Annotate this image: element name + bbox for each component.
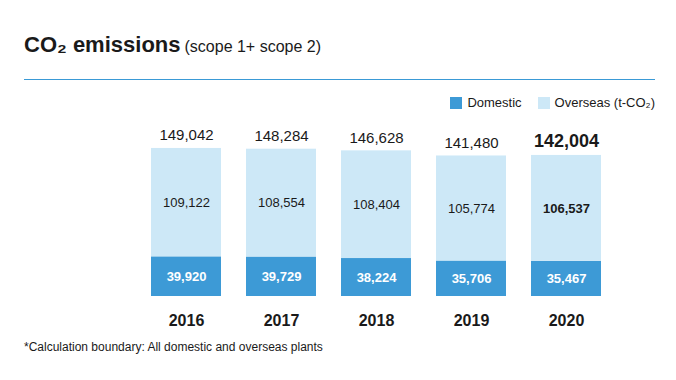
svg-text:35,467: 35,467 [547, 271, 587, 286]
html-text:CO₂ emissions(scope 1+ scope 2: CO₂ emissions(scope 1+ scope 2) [24, 32, 321, 57]
svg-text:2016: 2016 [169, 312, 205, 329]
svg-text:146,628: 146,628 [349, 129, 403, 146]
svg-text:35,706: 35,706 [452, 271, 492, 286]
svg-text:106,537: 106,537 [543, 201, 590, 216]
svg-text:2020: 2020 [549, 312, 585, 329]
svg-text:39,920: 39,920 [167, 269, 207, 284]
svg-text:109,122: 109,122 [163, 195, 210, 210]
svg-text:148,284: 148,284 [254, 127, 308, 144]
html-text:Overseas (t-CO₂): Overseas (t-CO₂) [554, 95, 655, 110]
html-text:*Calculation boundary: All dom: *Calculation boundary: All domestic and … [24, 340, 323, 354]
svg-text:108,554: 108,554 [258, 195, 305, 210]
svg-text:2018: 2018 [359, 312, 395, 329]
svg-text:108,404: 108,404 [353, 197, 400, 212]
svg-text:149,042: 149,042 [159, 126, 213, 143]
svg-text:39,729: 39,729 [262, 269, 302, 284]
svg-text:105,774: 105,774 [448, 201, 495, 216]
svg-text:141,480: 141,480 [444, 134, 498, 151]
svg-text:2017: 2017 [264, 312, 300, 329]
svg-text:2019: 2019 [454, 312, 490, 329]
svg-text:142,004: 142,004 [534, 131, 599, 151]
svg-text:38,224: 38,224 [357, 270, 398, 285]
html-text:Domestic: Domestic [467, 95, 522, 110]
